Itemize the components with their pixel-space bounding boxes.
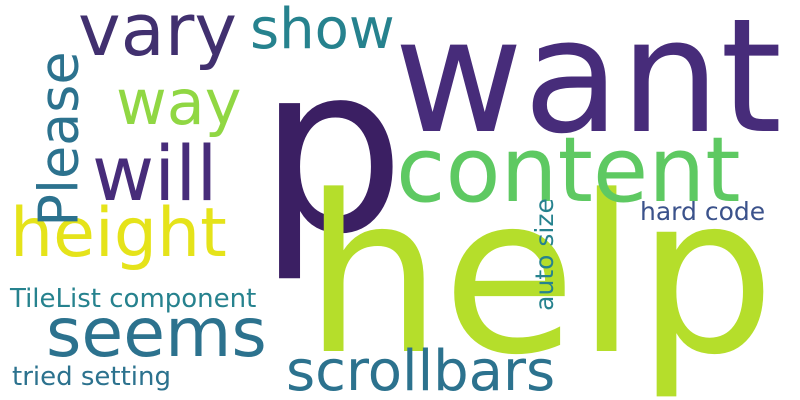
word-way: way <box>116 66 242 139</box>
word-will: will <box>92 129 218 218</box>
word-height: height <box>10 194 227 273</box>
word-vary: vary <box>78 0 237 72</box>
word-hard-code: hard code <box>640 197 766 226</box>
word-content: content <box>396 118 741 223</box>
word-help: help <box>304 150 776 400</box>
word-show: show <box>250 0 395 62</box>
word-p: p <box>258 15 406 285</box>
word-scrollbars: scrollbars <box>286 339 556 400</box>
word-auto-size: auto size <box>529 198 559 311</box>
word-please: Please <box>27 51 91 227</box>
word-tilelist-component: TileList component <box>10 284 257 314</box>
word-seems: seems <box>46 294 267 373</box>
word-want: want <box>394 0 783 169</box>
word-tried-setting: tried setting <box>12 362 172 392</box>
